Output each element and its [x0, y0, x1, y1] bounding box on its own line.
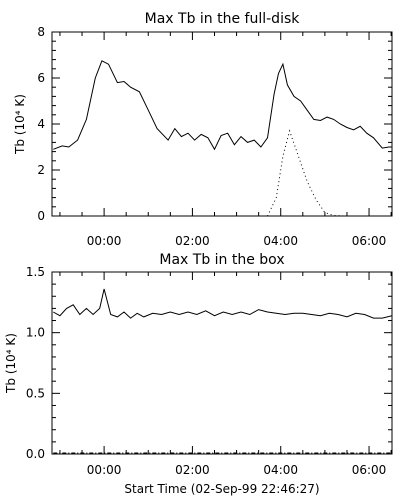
chart-0-x-tick-label: 04:00: [263, 234, 298, 248]
chart-1-x-tick-label: 06:00: [352, 463, 387, 477]
chart-0-y-tick-label: 4: [37, 117, 45, 131]
chart-0-x-tick-label: 02:00: [175, 234, 210, 248]
chart-1-y-tick-label: 0.0: [26, 447, 45, 461]
chart-1-y-tick-label: 0.5: [26, 386, 45, 400]
chart-1-x-tick-label: 00:00: [87, 463, 122, 477]
chart-0-x-tick-label: 06:00: [352, 234, 387, 248]
chart-1-plot-frame: [51, 271, 393, 455]
chart-1-y-tick-label: 1.0: [26, 326, 45, 340]
chart-0-y-tick-label: 2: [37, 163, 45, 177]
chart-0-series-1-dotted-line: [267, 129, 345, 217]
chart-0-y-tick-label: 8: [37, 25, 45, 39]
chart-1-title: Max Tb in the box: [159, 252, 284, 268]
chart-1-y-tick-label: 1.5: [26, 265, 45, 279]
box-panel: Max Tb in the box Tb (10⁴ K) 0.0 0.5 1.0 1.5 0…: [4, 252, 393, 496]
chart-0-y-tick-label: 0: [37, 209, 45, 223]
chart-0-x-tick-label: 00:00: [87, 234, 122, 248]
chart-1-x-axis-label: Start Time (02-Sep-99 22:46:27): [124, 482, 319, 496]
chart-1-series-0-solid-line: [53, 288, 392, 319]
chart-1-x-tick-label: 04:00: [263, 463, 298, 477]
chart-1-y-axis-label: Tb (10⁴ K): [4, 333, 18, 394]
chart-0-y-tick-label: 6: [37, 71, 45, 85]
chart-1-x-tick-label: 02:00: [175, 463, 210, 477]
chart-0-y-axis-label: Tb (10⁴ K): [13, 94, 27, 155]
chart-0-series-0-solid-line: [53, 60, 392, 151]
chart-0-title: Max Tb in the full-disk: [145, 11, 301, 27]
full-disk-panel: Max Tb in the full-disk Tb (10⁴ K) 0 2 4 6 8 00…: [13, 11, 393, 248]
